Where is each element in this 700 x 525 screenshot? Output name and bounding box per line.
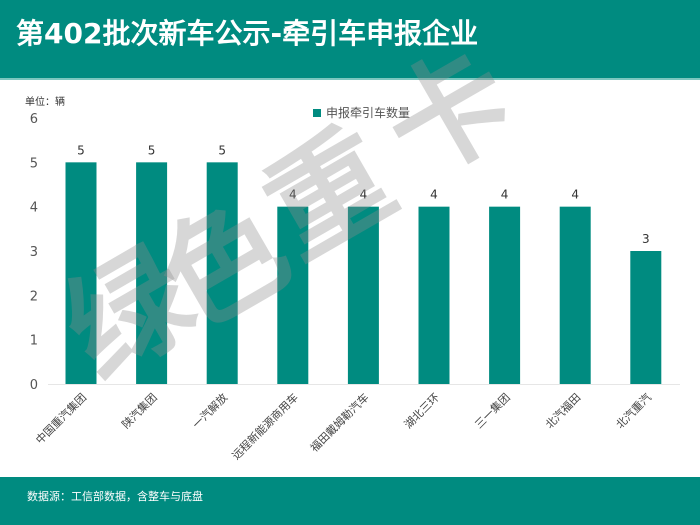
x-tick-label: 北汽福田 <box>542 390 583 431</box>
bar <box>65 162 97 384</box>
bar-value-label: 4 <box>571 188 579 202</box>
x-tick-label: 远程新能源商用车 <box>229 390 301 462</box>
bar <box>630 251 662 384</box>
x-tick-label: 三一集团 <box>472 390 513 431</box>
bar-value-label: 5 <box>218 143 226 157</box>
y-tick-label: 4 <box>30 201 38 216</box>
x-tick-label: 湖北三环 <box>402 391 442 431</box>
bar <box>206 162 238 384</box>
bar-value-label: 4 <box>501 188 509 202</box>
unit-label: 单位：辆 <box>25 97 65 108</box>
bar <box>418 206 450 384</box>
y-tick-label: 6 <box>30 112 38 127</box>
bar-value-label: 4 <box>430 188 438 202</box>
x-tick-label: 北汽重汽 <box>613 390 654 431</box>
bar <box>489 206 521 384</box>
bar <box>347 206 379 384</box>
y-tick-label: 3 <box>30 245 38 260</box>
bar-value-label: 4 <box>289 188 297 202</box>
chart-legend: 申报牵引车数量 <box>313 104 410 121</box>
x-tick-label: 一汽解放 <box>189 390 230 431</box>
bar-value-label: 3 <box>642 232 650 246</box>
bar-value-label: 4 <box>360 188 368 202</box>
bar-chart: 0 1 2 3 4 5 6 5 中国重汽集团 5 陕汽集团 5 一汽解放 4 远程新能源商用车 4 福田戴姆勒汽… <box>30 112 680 462</box>
bar-value-label: 5 <box>77 143 85 157</box>
x-tick-label: 福田戴姆勒汽车 <box>307 390 371 454</box>
bar <box>559 206 591 384</box>
y-tick-label: 0 <box>30 378 38 393</box>
source-note: 数据源：工信部数据，含整车与底盘 <box>27 490 203 503</box>
footer-banner: 数据源：工信部数据，含整车与底盘 <box>0 477 700 525</box>
x-tick-label: 陕汽集团 <box>119 390 160 431</box>
legend-label: 申报牵引车数量 <box>326 106 411 120</box>
y-tick-label: 1 <box>30 334 38 349</box>
legend-swatch-icon <box>313 108 321 117</box>
bar <box>277 206 309 384</box>
page-title: 第402批次新车公示-牵引车申报企业 <box>16 17 479 50</box>
bar <box>136 162 168 384</box>
y-tick-label: 2 <box>30 289 38 304</box>
x-tick-label: 中国重汽集团 <box>33 390 90 447</box>
bar-value-label: 5 <box>148 143 156 157</box>
title-banner: 第402批次新车公示-牵引车申报企业 <box>0 0 700 80</box>
y-tick-label: 5 <box>30 156 38 171</box>
